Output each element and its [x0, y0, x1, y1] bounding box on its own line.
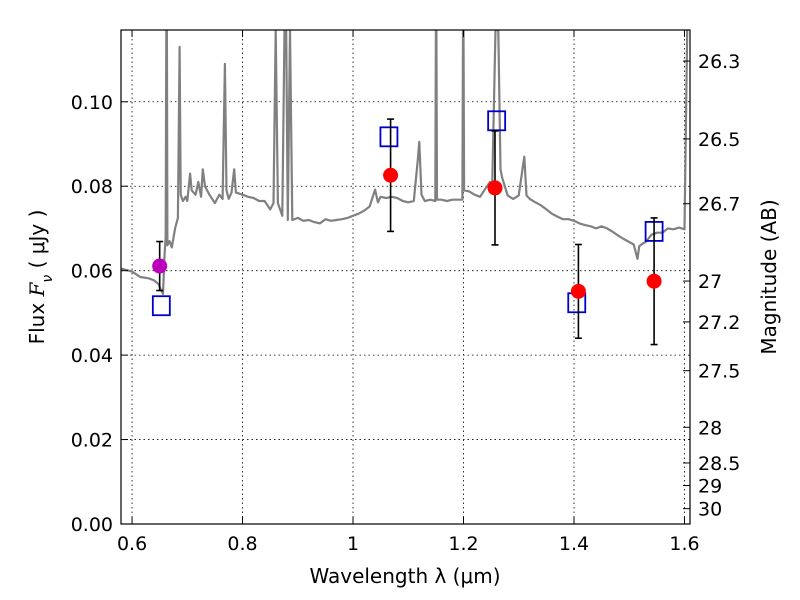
observed-circle-point — [570, 283, 586, 299]
y-tick-label: 0.08 — [71, 176, 113, 198]
x-tick-label: 0.6 — [117, 533, 147, 555]
observed-circle-point — [646, 273, 662, 289]
photometry-points — [151, 110, 664, 346]
right-tick-label: 26.7 — [698, 194, 740, 216]
spectrum-line — [121, 30, 689, 295]
y-axis-label-subscript: ν — [40, 275, 56, 283]
y-tick-label: 0.02 — [71, 430, 113, 452]
x-tick-label: 1.4 — [559, 533, 589, 555]
x-tick-label: 1.6 — [669, 533, 699, 555]
y-axis-label-prefix: Flux — [25, 296, 49, 344]
model-square-point — [379, 126, 399, 148]
right-tick-label: 27.5 — [698, 361, 740, 383]
model-square-point — [151, 295, 171, 317]
model-square-point — [487, 110, 507, 132]
y-axis-label: Flux Fν ( μJy ) — [25, 210, 56, 345]
right-tick-label: 29 — [698, 475, 722, 497]
y-tick-label: 0.06 — [71, 261, 113, 283]
model-spectrum — [121, 30, 689, 295]
grid — [121, 30, 690, 525]
y-tick-label: 0.04 — [71, 345, 113, 367]
observed-circle-point — [383, 167, 399, 183]
observed-circle-point — [152, 258, 168, 274]
y-tick-label: 0.10 — [71, 92, 113, 114]
plot-frame — [120, 29, 691, 525]
y-axis-label-unit: ( μJy ) — [25, 210, 49, 275]
observed-circle-point — [487, 180, 503, 196]
y-tick-label: 0.00 — [71, 514, 113, 536]
right-tick-label: 28.5 — [698, 453, 740, 475]
y-axis-label-symbol: F — [25, 281, 49, 297]
axis-ticks: 0.6 0.8 1 1.2 1.4 1.6 0.00 0.02 0.04 0.06 0.08 0.10… — [71, 30, 740, 555]
x-tick-label: 1 — [347, 533, 359, 555]
x-tick-label: 1.2 — [448, 533, 478, 555]
right-tick-label: 30 — [698, 499, 722, 521]
right-axis-label: Magnitude (AB) — [757, 199, 781, 354]
right-tick-label: 28 — [698, 417, 722, 439]
right-tick-label: 27.2 — [698, 312, 740, 334]
right-tick-label: 27 — [698, 271, 722, 293]
right-tick-label: 26.5 — [698, 129, 740, 151]
x-tick-label: 0.8 — [227, 533, 257, 555]
right-tick-label: 26.3 — [698, 51, 740, 73]
x-axis-label: Wavelength λ (μm) — [309, 564, 500, 588]
